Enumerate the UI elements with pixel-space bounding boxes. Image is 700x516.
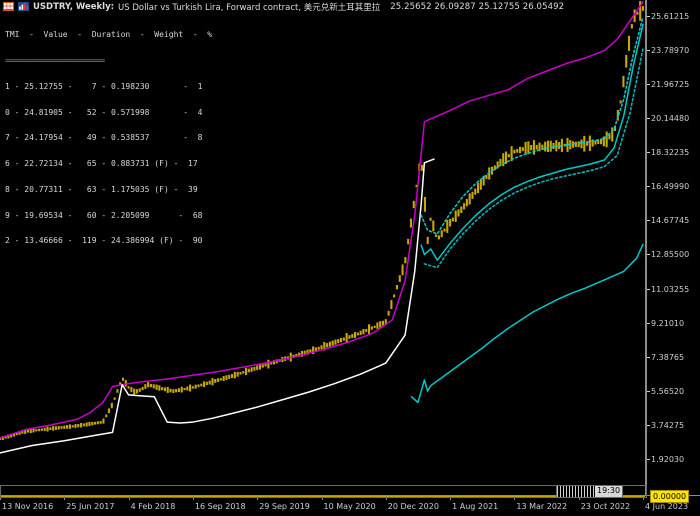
- tmi-indicator-legend: TMI - Value - Duration - Weight - % ====…: [5, 14, 212, 263]
- time-tick-mark: [192, 496, 194, 500]
- time-tick-label: 29 Sep 2019: [259, 502, 310, 511]
- legend-row: 2 - 13.46666 - 119 - 24.386994 (F) - 90: [5, 236, 203, 246]
- price-tick-label: 5.56520: [647, 387, 684, 396]
- price-tick-label: 23.78970: [647, 46, 689, 55]
- legend-divider: ==========================: [5, 55, 105, 65]
- time-tick-label: 10 May 2020: [323, 502, 376, 511]
- time-tick-label: 1 Aug 2021: [452, 502, 499, 511]
- time-tick-mark: [64, 496, 66, 500]
- legend-row: 1 - 25.12755 - 7 - 0.198230 - 1: [5, 81, 203, 91]
- time-tick-label: 13 Nov 2016: [2, 502, 54, 511]
- price-tick-label: 25.61215: [647, 12, 689, 21]
- price-tick-label: 3.74275: [647, 421, 684, 430]
- series-cyan-upper-solid: [420, 23, 644, 261]
- time-tick-label: 4 Jun 2023: [645, 502, 689, 511]
- time-tick-mark: [578, 496, 580, 500]
- series-cyan-upper-dotted: [420, 16, 644, 235]
- price-tick-label: 12.85500: [647, 250, 689, 259]
- legend-row: 0 - 24.81905 - 52 - 0.571998 - 4: [5, 107, 203, 117]
- price-tick-label: 21.96725: [647, 80, 689, 89]
- price-series-canvas: [0, 1, 645, 454]
- chart-icon[interactable]: [18, 2, 29, 11]
- time-tick-label: 13 Mar 2022: [516, 502, 568, 511]
- legend-row: 8 - 20.77311 - 63 - 1.175035 (F) - 39: [5, 184, 198, 194]
- legend-header: TMI - Value - Duration - Weight - %: [5, 30, 213, 40]
- time-tick-mark: [643, 496, 644, 500]
- series-magenta-band: [0, 1, 644, 439]
- time-tick-mark: [450, 496, 452, 500]
- price-tick-label: 14.67745: [647, 216, 689, 225]
- legend-row: 7 - 24.17954 - 49 - 0.538537 - 8: [5, 133, 203, 143]
- time-axis-spine: [0, 495, 700, 496]
- scrollbar-grip-icon[interactable]: [557, 486, 595, 497]
- time-tick-mark: [0, 496, 1, 500]
- price-tick-label: 16.49990: [647, 182, 689, 191]
- chart-plot-area[interactable]: [0, 0, 645, 496]
- price-axis[interactable]: 25.61215 23.78970 21.96725 20.14480 18.32235…: [647, 0, 700, 503]
- time-tick-label: 16 Sep 2018: [194, 502, 246, 511]
- price-tick-label: 7.38765: [647, 353, 684, 362]
- price-tick-label: 11.03255: [647, 285, 689, 294]
- chart-title-bar: USDTRY, Weekly: US Dollar vs Turkish Lir…: [0, 0, 700, 13]
- time-tick-mark: [257, 496, 259, 500]
- time-tick-mark: [514, 496, 516, 500]
- time-tick-mark: [385, 496, 387, 500]
- price-tick-label: 18.32235: [647, 148, 689, 157]
- legend-row: 6 - 22.72134 - 65 - 0.883731 (F) - 17: [5, 159, 198, 169]
- time-tick-label: 25 Jun 2017: [66, 502, 115, 511]
- time-marker-box[interactable]: 19:30: [556, 485, 624, 498]
- chart-symbol-label: USDTRY, Weekly:: [33, 1, 115, 12]
- chart-description-label: US Dollar vs Turkish Lira, Forward contr…: [118, 2, 381, 13]
- time-tick-label: 23 Oct 2022: [580, 502, 631, 511]
- price-tick-label: 20.14480: [647, 114, 689, 123]
- zero-price-line: [0, 496, 645, 497]
- price-tick-label: 9.21010: [647, 319, 684, 328]
- series-white-band: [0, 158, 435, 454]
- grid-icon[interactable]: [3, 2, 14, 11]
- time-tick-label: 20 Dec 2020: [387, 502, 439, 511]
- time-axis[interactable]: 13 Nov 2016 25 Jun 2017 4 Feb 2018 16 Sep 2…: [0, 496, 700, 516]
- series-cyan-lower: [410, 243, 644, 404]
- time-tick-mark: [128, 496, 130, 500]
- candlestick-series: [0, 1, 645, 441]
- legend-row: 9 - 19.69534 - 60 - 2.205099 - 68: [5, 210, 203, 220]
- time-tick-mark: [321, 496, 323, 500]
- ohlc-values: 25.25652 26.09287 25.12755 26.05492: [390, 1, 565, 12]
- price-axis-spine: [645, 0, 647, 496]
- series-cyan-mid-dotted: [423, 47, 644, 269]
- chart-scrollbar-track[interactable]: [0, 485, 647, 498]
- price-tick-label: 1.92030: [647, 455, 684, 464]
- time-marker-label: 19:30: [595, 486, 623, 497]
- time-tick-label: 4 Feb 2018: [130, 502, 176, 511]
- current-price-tag: 0.00000: [650, 490, 690, 503]
